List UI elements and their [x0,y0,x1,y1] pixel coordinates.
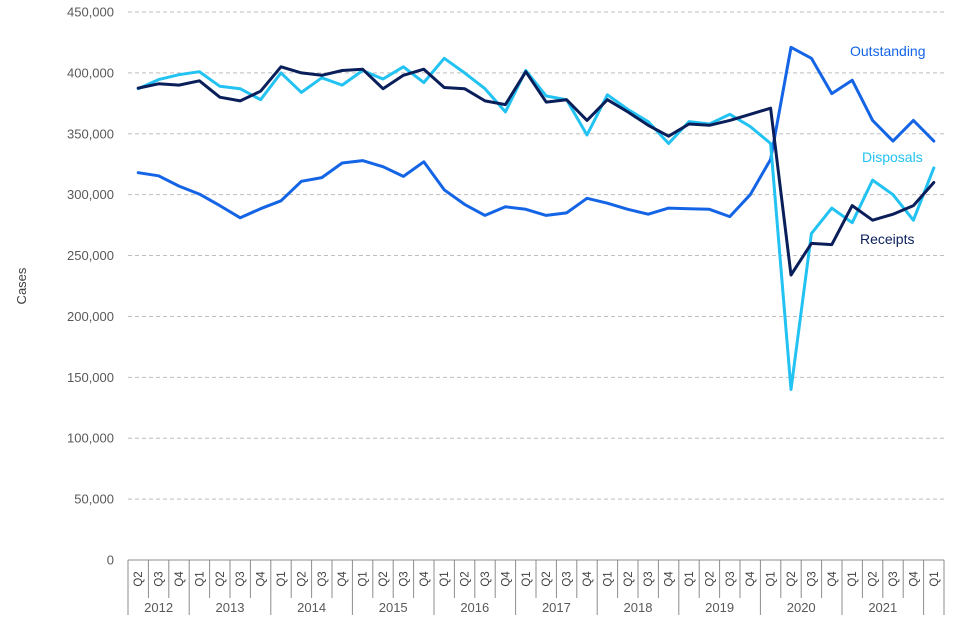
y-tick-label: 50,000 [74,492,114,507]
y-tick-label: 0 [107,553,114,568]
x-tick-label: Q2 [378,571,390,586]
x-tick-label: Q1 [847,571,859,586]
year-label: 2012 [144,600,173,615]
x-tick-label: Q4 [827,571,839,587]
y-tick-label: 450,000 [67,5,114,20]
x-tick-label: Q3 [562,571,574,586]
x-tick-label: Q4 [745,571,757,587]
x-tick-label: Q2 [215,571,227,586]
x-tick-label: Q1 [602,571,614,586]
x-tick-label: Q2 [623,571,635,586]
series-label-disposals: Disposals [862,149,923,165]
y-tick-label: 350,000 [67,126,114,141]
y-tick-label: 200,000 [67,309,114,324]
x-tick-label: Q3 [235,571,247,586]
x-tick-label: Q1 [929,571,941,586]
series-line-disposals [136,56,936,391]
y-tick-label: 100,000 [67,431,114,446]
x-tick-label: Q2 [868,571,880,586]
y-axis: 0 50,000 100,000 150,000 200,000 250,000 300,0… [67,5,114,568]
year-label: 2018 [624,600,653,615]
x-tick-label: Q4 [908,571,920,587]
x-tick-label: Q2 [460,571,472,586]
year-label: 2016 [460,600,489,615]
x-tick-label: Q3 [398,571,410,586]
x-tick-label: Q1 [358,571,370,586]
series-line-receipts [136,65,936,277]
x-tick-label: Q2 [704,571,716,586]
y-tick-label: 300,000 [67,187,114,202]
x-tick-label: Q4 [582,571,594,587]
year-label: 2019 [705,600,734,615]
y-tick-label: 250,000 [67,248,114,263]
year-label: 2021 [868,600,897,615]
year-label: 2017 [542,600,571,615]
x-tick-label: Q3 [725,571,737,586]
year-label: 2015 [379,600,408,615]
x-tick-label: Q1 [766,571,778,586]
x-tick-label: Q4 [419,571,431,587]
series-lines [136,45,936,391]
gridlines [128,11,944,500]
x-tick-label: Q3 [480,571,492,586]
x-tick-label: Q2 [541,571,553,586]
year-label: 2014 [297,600,326,615]
y-tick-label: 150,000 [67,370,114,385]
x-tick-label: Q1 [194,571,206,586]
year-label: 2013 [216,600,245,615]
x-tick-label: Q4 [256,571,268,587]
x-tick-label: Q3 [154,571,166,586]
series-labels: Outstanding Disposals Receipts [850,43,926,247]
x-tick-label: Q3 [888,571,900,586]
x-tick-label: Q1 [521,571,533,586]
x-tick-label: Q3 [806,571,818,586]
x-tick-label: Q1 [684,571,696,586]
year-label: 2020 [787,600,816,615]
x-tick-label: Q3 [643,571,655,586]
x-tick-label: Q2 [296,571,308,586]
x-tick-label: Q1 [276,571,288,586]
x-tick-label: Q4 [500,571,512,587]
y-axis-title: Cases [14,267,29,304]
x-tick-label: Q4 [337,571,349,587]
x-axis: Q2 Q3 Q4 Q1 Q2 Q3 Q4 Q1 Q2 Q3 Q4 Q1 Q2 Q3 Q4 Q1 Q2 Q3 Q4 Q1… [127,559,945,615]
x-tick-label: Q4 [664,571,676,587]
x-tick-label: Q2 [786,571,798,586]
series-line-outstanding [136,45,936,220]
series-label-receipts: Receipts [860,231,914,247]
series-label-outstanding: Outstanding [850,43,926,59]
x-tick-label: Q1 [439,571,451,586]
y-tick-label: 400,000 [67,65,114,80]
x-tick-label: Q4 [174,571,186,587]
x-tick-label: Q2 [133,571,145,586]
x-tick-label: Q3 [317,571,329,586]
